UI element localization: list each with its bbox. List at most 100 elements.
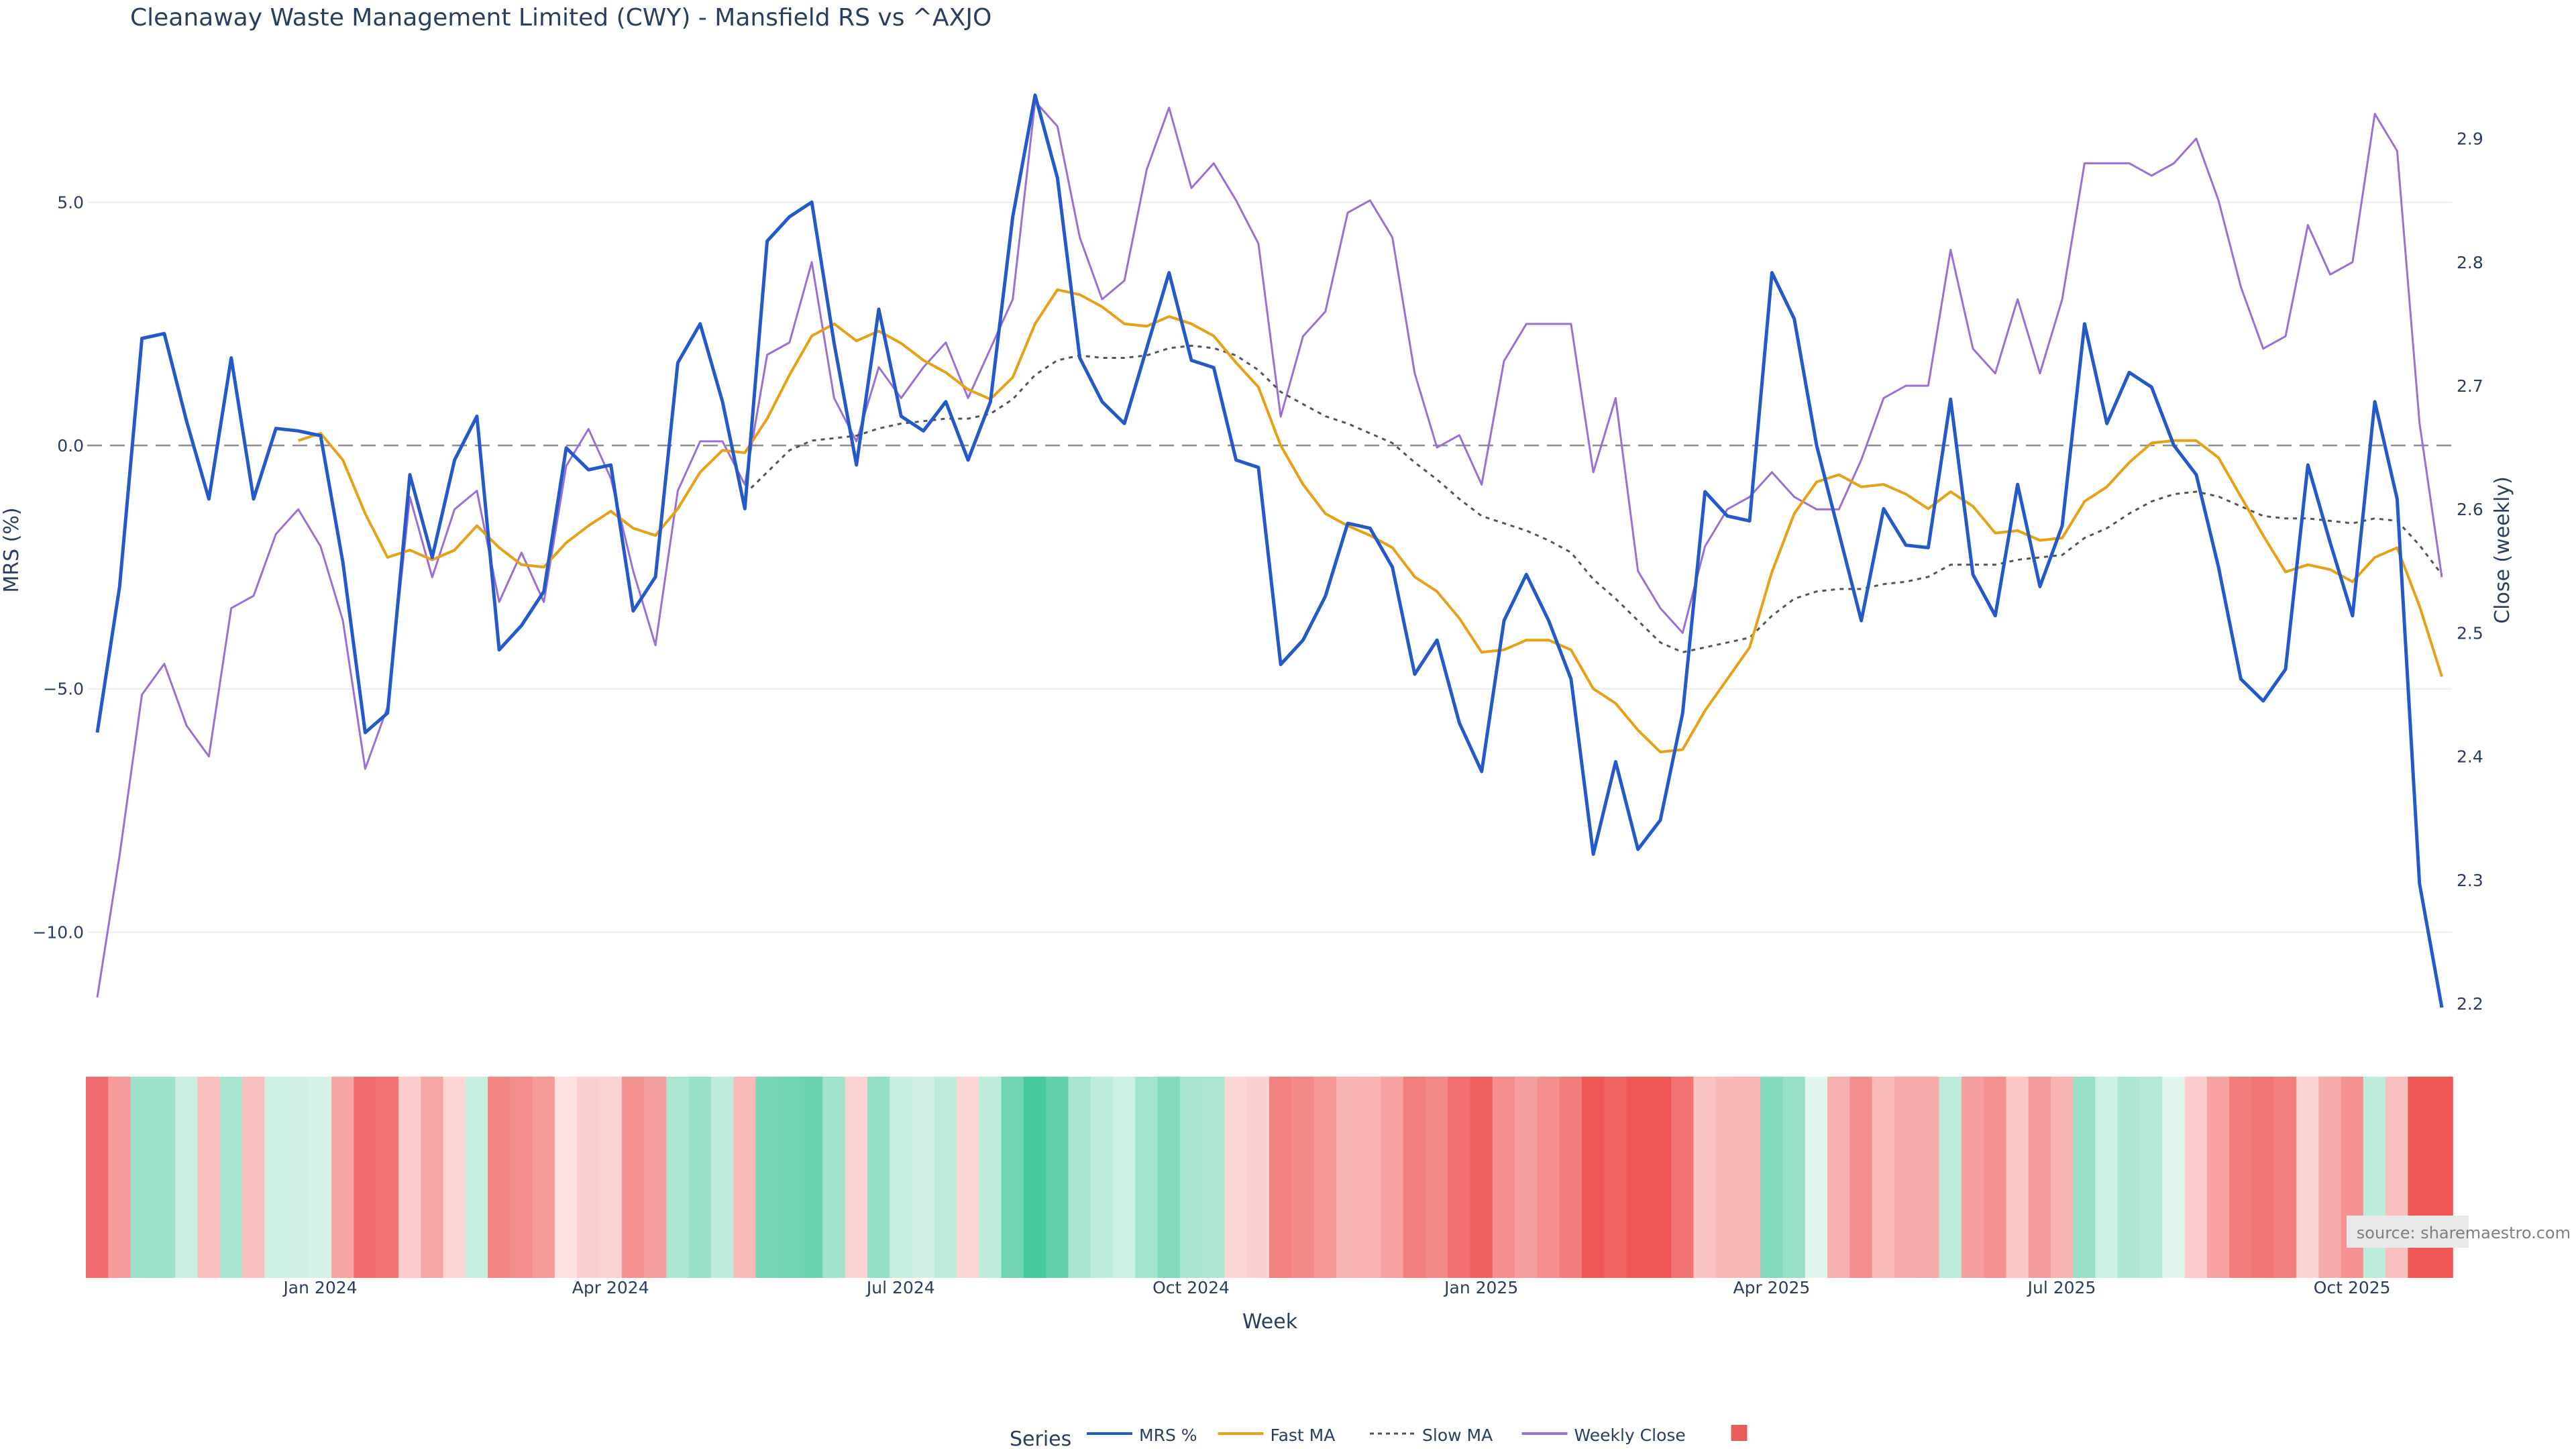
heatmap-cell (1626, 1077, 1650, 1278)
y-axis-left: 5.0 0.0 −5.0 −10.0 (32, 193, 84, 942)
grid (87, 201, 2452, 933)
heatmap-cell (1581, 1077, 1605, 1278)
legend-title: Series (1010, 1428, 1071, 1449)
heatmap-cell (421, 1077, 444, 1278)
mrs-heatmap-strip (86, 1077, 2453, 1278)
y2-tick-label: 2.2 (2457, 994, 2483, 1014)
heatmap-cell (1984, 1077, 2007, 1278)
heatmap-cell (733, 1077, 757, 1278)
heatmap-cell (1157, 1077, 1181, 1278)
heatmap-cell (1872, 1077, 1895, 1278)
heatmap-cell (1805, 1077, 1828, 1278)
heatmap-cell (130, 1077, 154, 1278)
x-tick-label: Jul 2025 (2027, 1278, 2096, 1297)
x-axis: Jan 2024 Apr 2024 Jul 2024 Oct 2024 Jan 2025… (282, 1278, 2390, 1297)
heatmap-cell (577, 1077, 600, 1278)
heatmap-cell (2206, 1077, 2230, 1278)
heatmap-cell (1224, 1077, 1248, 1278)
heatmap-cell (86, 1077, 109, 1278)
heatmap-cell (2162, 1077, 2186, 1278)
heatmap-cell (1023, 1077, 1046, 1278)
heatmap-cell (2296, 1077, 2320, 1278)
heatmap-cell (1737, 1077, 1762, 1278)
heatmap-cell (2073, 1077, 2096, 1278)
legend-item-weekly-close-label: Weekly Close (1574, 1426, 1686, 1445)
legend-item-slow-ma-label: Slow MA (1422, 1426, 1493, 1445)
heatmap-cell (376, 1077, 399, 1278)
heatmap-cell (1202, 1077, 1226, 1278)
heatmap-cell (1537, 1077, 1560, 1278)
y2-tick-label: 2.9 (2457, 129, 2483, 149)
heatmap-cell (2006, 1077, 2029, 1278)
heatmap-cell (688, 1077, 712, 1278)
heatmap-cell (331, 1077, 355, 1278)
heatmap-cell (822, 1077, 846, 1278)
heatmap-cell (1403, 1077, 1426, 1278)
heatmap-cell (1448, 1077, 1471, 1278)
legend-item-heatmap-swatch (1731, 1425, 1748, 1441)
heatmap-cell (1849, 1077, 1873, 1278)
heatmap-cell (1246, 1077, 1270, 1278)
series-line-fast-ma (297, 288, 2443, 753)
series-layer (95, 93, 2444, 1008)
heatmap-cell (2117, 1077, 2141, 1278)
chart-title: Cleanaway Waste Management Limited (CWY)… (130, 4, 991, 32)
y2-tick-label: 2.3 (2457, 871, 2483, 890)
heatmap-cell (1671, 1077, 1695, 1278)
heatmap-cell (465, 1077, 488, 1278)
legend-item-mrs-label: MRS % (1139, 1426, 1197, 1445)
heatmap-cell (488, 1077, 511, 1278)
heatmap-cell (354, 1077, 377, 1278)
heatmap-cell (1715, 1077, 1739, 1278)
heatmap-cell (1001, 1077, 1024, 1278)
heatmap-cell (2028, 1077, 2051, 1278)
y2-tick-label: 2.4 (2457, 747, 2483, 767)
heatmap-cell (1068, 1077, 1091, 1278)
x-tick-label: Apr 2024 (572, 1278, 649, 1297)
y-tick-label: −10.0 (32, 922, 84, 942)
heatmap-cell (1313, 1077, 1337, 1278)
y-axis-right: 2.2 2.3 2.4 2.5 2.6 2.7 2.8 2.9 (2457, 129, 2483, 1014)
heatmap-cell (1113, 1077, 1136, 1278)
x-tick-label: Jul 2024 (865, 1278, 935, 1297)
heatmap-cell (1492, 1077, 1515, 1278)
heatmap-cell (912, 1077, 935, 1278)
heatmap-cell (957, 1077, 980, 1278)
heatmap-cell (532, 1077, 555, 1278)
legend: Series MRS % Fast MA Slow MA Weekly Close (1010, 1425, 1748, 1449)
heatmap-cell (398, 1077, 422, 1278)
heatmap-cell (1693, 1077, 1717, 1278)
heatmap-cell (1046, 1077, 1069, 1278)
series-line-weekly-close (96, 100, 2443, 998)
x-tick-label: Jan 2024 (282, 1278, 357, 1297)
x-tick-label: Oct 2025 (2314, 1278, 2391, 1297)
x-tick-label: Apr 2025 (1733, 1278, 1810, 1297)
heatmap-cell (2229, 1077, 2253, 1278)
heatmap-cell (1090, 1077, 1114, 1278)
heatmap-cell (241, 1077, 266, 1278)
y2-axis-title: Close (weekly) (2491, 476, 2514, 624)
watermark-bg (2347, 1216, 2469, 1248)
heatmap-cell (175, 1077, 199, 1278)
heatmap-cell (2251, 1077, 2275, 1278)
heatmap-cell (443, 1077, 466, 1278)
heatmap-cell (621, 1077, 645, 1278)
heatmap-cell (2050, 1077, 2074, 1278)
heatmap-cell (1425, 1077, 1449, 1278)
heatmap-cell (1269, 1077, 1293, 1278)
series-line-slow-ma (744, 344, 2443, 653)
heatmap-cell (1135, 1077, 1159, 1278)
heatmap-cell (1336, 1077, 1359, 1278)
heatmap-cell (2273, 1077, 2297, 1278)
heatmap-cell (2318, 1077, 2342, 1278)
heatmap-cell (510, 1077, 533, 1278)
heatmap-cell (108, 1077, 131, 1278)
heatmap-cell (1961, 1077, 1984, 1278)
series-line-mrs (95, 93, 2444, 1008)
heatmap-cell (1179, 1077, 1203, 1278)
heatmap-cell (867, 1077, 890, 1278)
y-axis-title: MRS (%) (0, 507, 23, 592)
heatmap-cell (890, 1077, 913, 1278)
heatmap-cell (2140, 1077, 2163, 1278)
